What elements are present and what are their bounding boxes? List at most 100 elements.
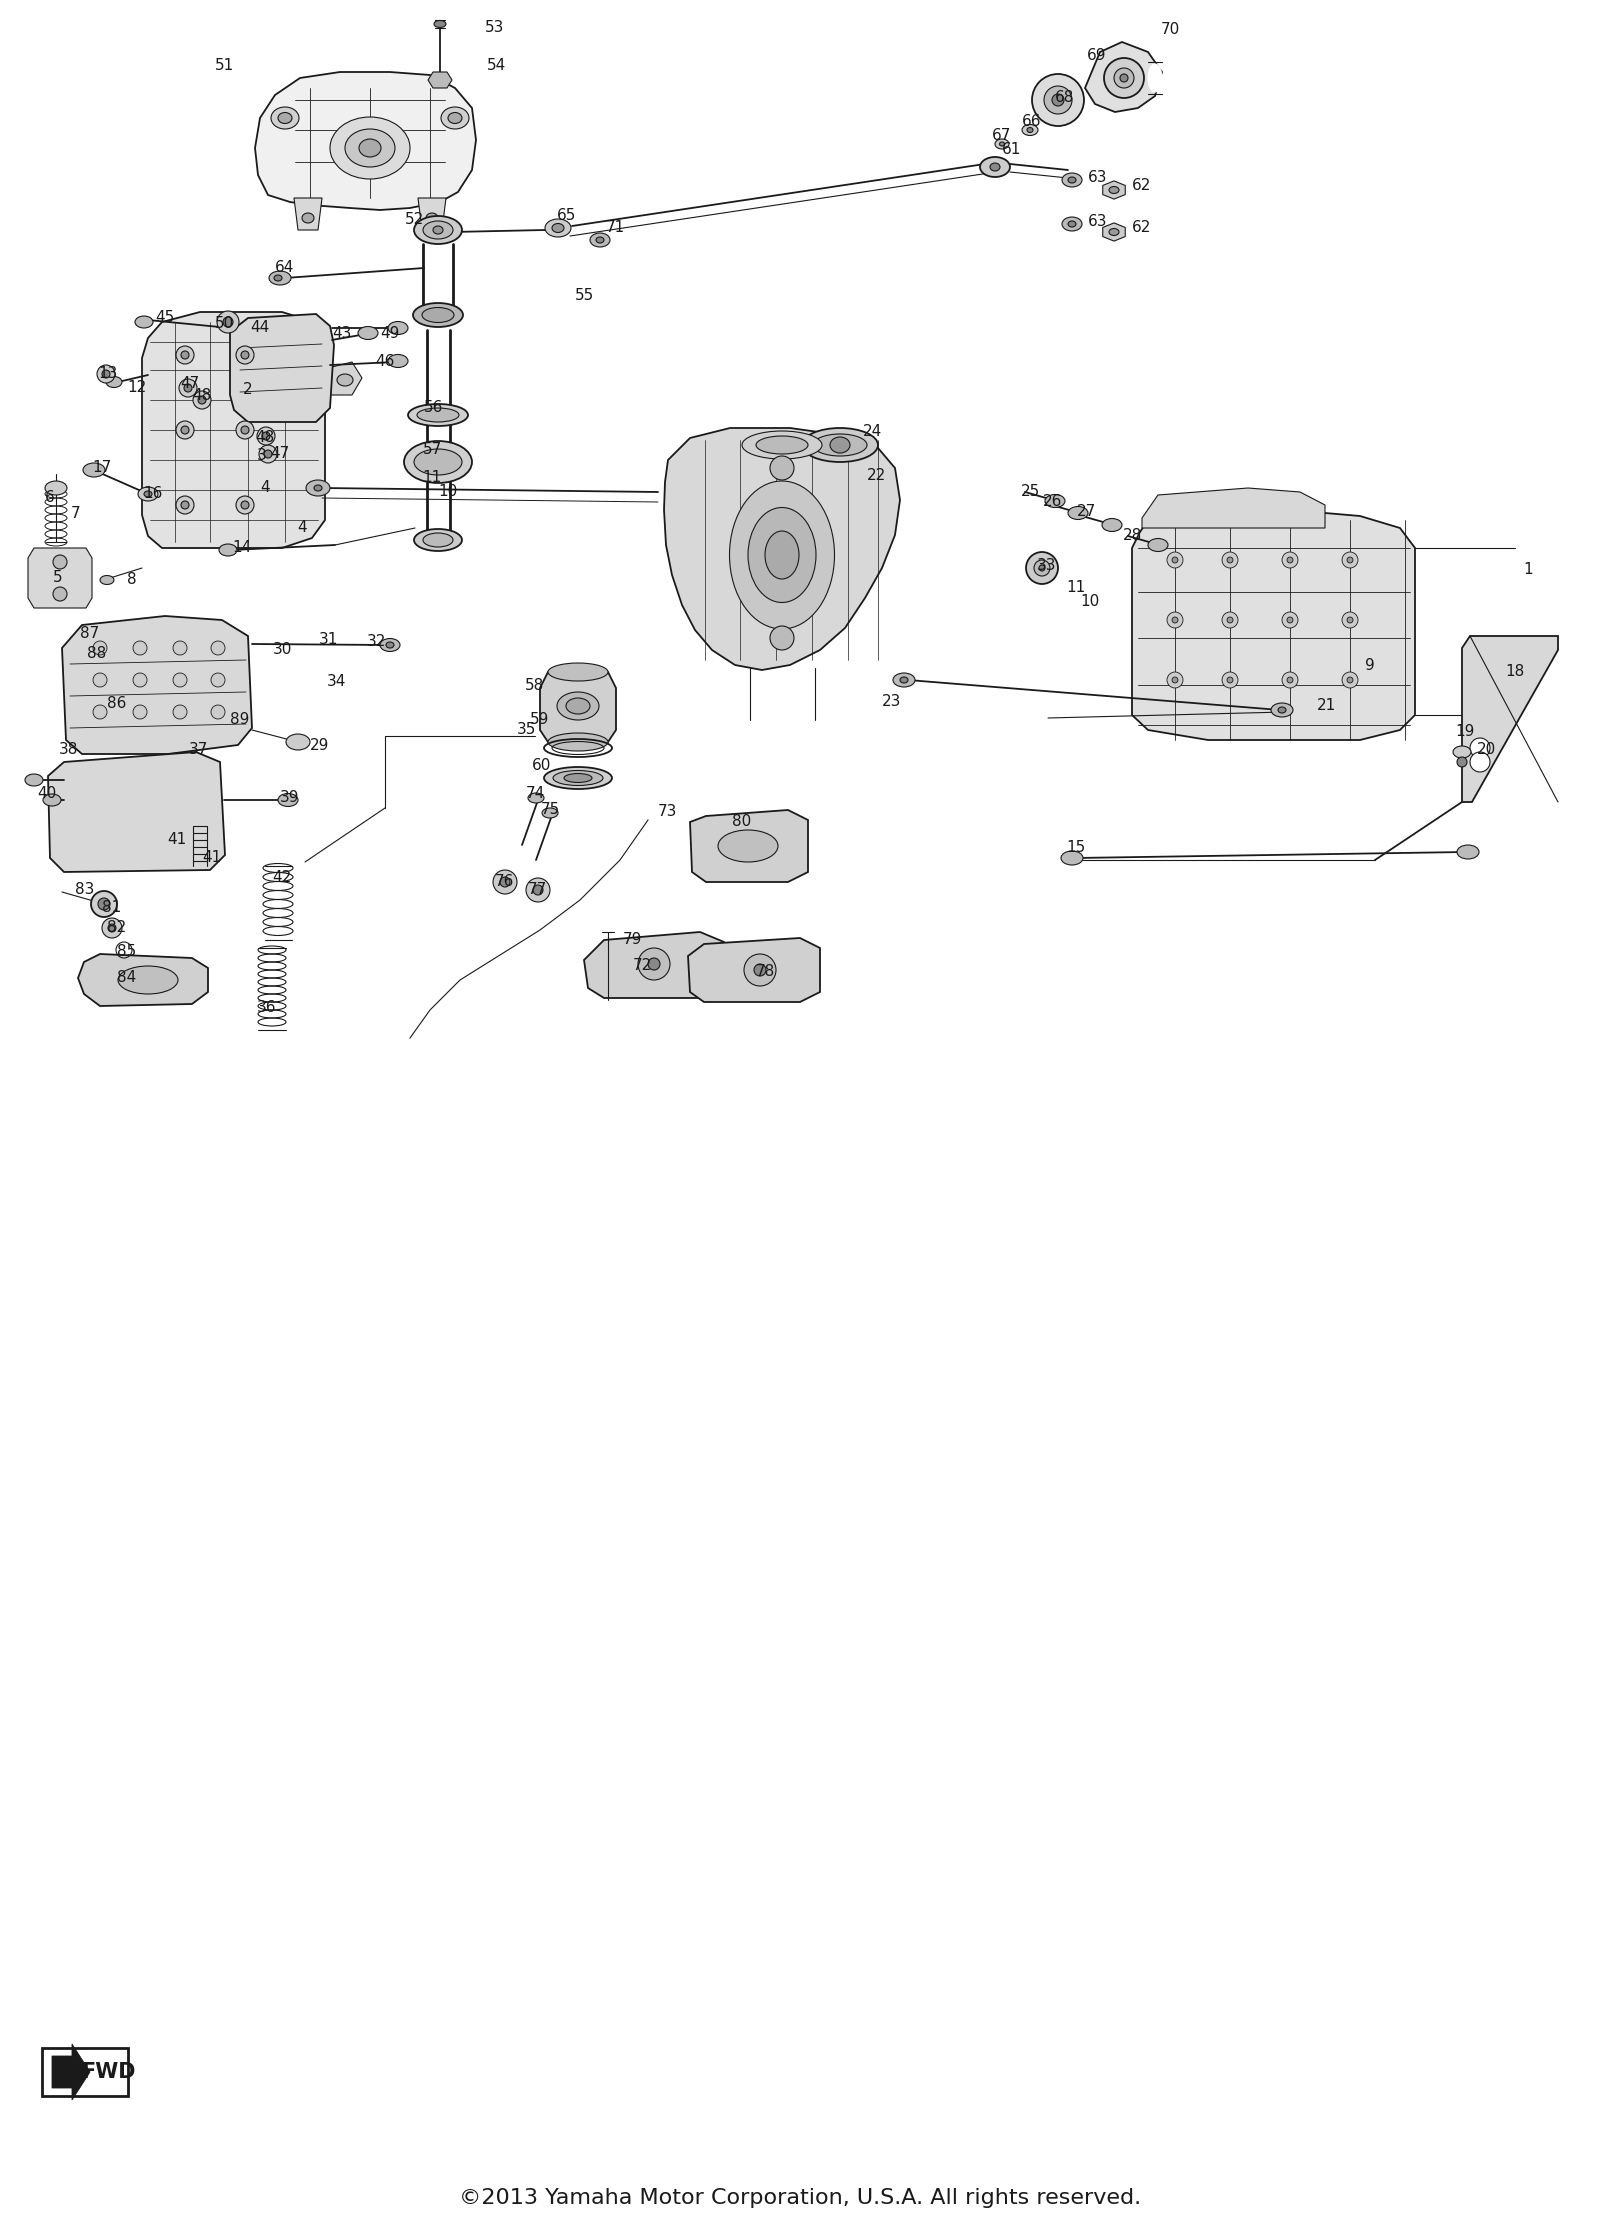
Text: 63: 63	[1088, 170, 1107, 186]
Ellipse shape	[358, 327, 378, 340]
Ellipse shape	[83, 463, 106, 477]
Text: 82: 82	[107, 920, 126, 935]
Circle shape	[184, 385, 192, 392]
Circle shape	[211, 640, 226, 656]
Circle shape	[1032, 74, 1085, 125]
Circle shape	[1282, 611, 1298, 629]
Text: 76: 76	[494, 875, 514, 888]
Text: 46: 46	[376, 354, 395, 369]
Ellipse shape	[990, 163, 1000, 170]
Circle shape	[109, 924, 115, 931]
Text: 73: 73	[658, 803, 677, 819]
Circle shape	[1342, 671, 1358, 687]
Circle shape	[493, 871, 517, 893]
Polygon shape	[48, 752, 226, 873]
Ellipse shape	[442, 107, 469, 130]
Circle shape	[648, 958, 661, 969]
Text: 69: 69	[1088, 47, 1107, 63]
Text: 45: 45	[155, 311, 174, 325]
Ellipse shape	[742, 432, 822, 459]
Text: 33: 33	[1037, 557, 1056, 573]
Text: 61: 61	[1002, 143, 1022, 157]
Ellipse shape	[422, 533, 453, 546]
Ellipse shape	[99, 575, 114, 584]
Ellipse shape	[1149, 539, 1168, 551]
Circle shape	[1222, 671, 1238, 687]
Circle shape	[173, 674, 187, 687]
Circle shape	[1114, 67, 1134, 87]
Circle shape	[1043, 85, 1072, 114]
Text: 26: 26	[1043, 495, 1062, 510]
Text: 48: 48	[192, 389, 211, 403]
Text: 50: 50	[216, 316, 235, 331]
Circle shape	[1286, 557, 1293, 564]
Text: 28: 28	[1122, 528, 1142, 542]
Ellipse shape	[448, 112, 462, 123]
Ellipse shape	[414, 217, 462, 244]
Ellipse shape	[546, 219, 571, 237]
Text: 59: 59	[530, 712, 550, 727]
Circle shape	[526, 877, 550, 902]
Text: 65: 65	[557, 208, 576, 222]
Text: 25: 25	[1021, 483, 1040, 499]
Ellipse shape	[813, 434, 867, 457]
Circle shape	[1034, 560, 1050, 575]
Text: 67: 67	[992, 128, 1011, 143]
Text: 14: 14	[232, 542, 251, 555]
Text: 13: 13	[98, 367, 118, 380]
Text: ©2013 Yamaha Motor Corporation, U.S.A. All rights reserved.: ©2013 Yamaha Motor Corporation, U.S.A. A…	[459, 2189, 1141, 2209]
Polygon shape	[1133, 510, 1414, 741]
Text: 10: 10	[1080, 595, 1099, 609]
Circle shape	[181, 501, 189, 508]
Text: 79: 79	[622, 933, 642, 947]
Ellipse shape	[144, 490, 152, 497]
Ellipse shape	[1045, 495, 1066, 508]
Circle shape	[754, 965, 766, 976]
Text: 30: 30	[274, 642, 293, 658]
Polygon shape	[254, 72, 477, 210]
Text: 11: 11	[1066, 580, 1086, 595]
Ellipse shape	[314, 486, 322, 490]
Polygon shape	[1102, 181, 1125, 199]
Circle shape	[1470, 739, 1490, 759]
Ellipse shape	[26, 774, 43, 786]
Text: 2: 2	[243, 383, 253, 398]
Ellipse shape	[330, 116, 410, 179]
Circle shape	[173, 705, 187, 718]
Ellipse shape	[269, 271, 291, 284]
Circle shape	[1286, 678, 1293, 683]
Polygon shape	[429, 72, 453, 87]
Ellipse shape	[563, 774, 592, 783]
Ellipse shape	[718, 830, 778, 862]
Circle shape	[211, 705, 226, 718]
Text: 57: 57	[422, 443, 442, 457]
Polygon shape	[29, 548, 93, 609]
Text: 27: 27	[1077, 504, 1096, 519]
Text: 8: 8	[126, 573, 138, 589]
Circle shape	[102, 369, 110, 378]
Ellipse shape	[278, 112, 291, 123]
Circle shape	[222, 318, 234, 327]
Text: 6: 6	[45, 490, 54, 506]
Circle shape	[173, 640, 187, 656]
Circle shape	[638, 949, 670, 980]
Text: 31: 31	[318, 633, 338, 647]
Ellipse shape	[106, 376, 122, 387]
Ellipse shape	[386, 642, 394, 649]
Circle shape	[93, 640, 107, 656]
Ellipse shape	[403, 441, 472, 483]
Text: 35: 35	[517, 723, 536, 739]
Ellipse shape	[542, 808, 558, 819]
Ellipse shape	[1000, 141, 1005, 145]
Text: 9: 9	[1365, 658, 1374, 671]
Ellipse shape	[381, 638, 400, 651]
Circle shape	[1222, 611, 1238, 629]
Ellipse shape	[1270, 703, 1293, 716]
Circle shape	[98, 365, 115, 383]
Text: 1: 1	[1523, 562, 1533, 577]
Circle shape	[179, 378, 197, 396]
Ellipse shape	[338, 374, 354, 385]
Text: 81: 81	[102, 900, 122, 915]
Circle shape	[1120, 74, 1128, 83]
Circle shape	[237, 421, 254, 439]
